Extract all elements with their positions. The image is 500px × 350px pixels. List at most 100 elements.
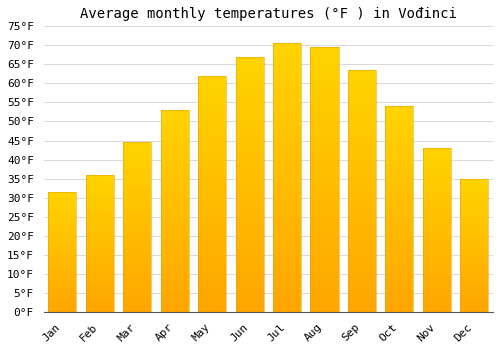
Bar bbox=[348, 307, 376, 309]
Bar bbox=[198, 92, 226, 95]
Bar bbox=[273, 304, 301, 307]
Bar bbox=[160, 153, 189, 154]
Bar bbox=[348, 215, 376, 218]
Bar bbox=[160, 164, 189, 167]
Bar bbox=[160, 304, 189, 306]
Bar bbox=[423, 273, 451, 274]
Bar bbox=[160, 167, 189, 169]
Bar bbox=[86, 227, 114, 228]
Bar bbox=[198, 163, 226, 166]
Bar bbox=[48, 230, 76, 232]
Bar bbox=[160, 300, 189, 302]
Bar bbox=[423, 169, 451, 171]
Bar bbox=[460, 236, 488, 237]
Bar bbox=[48, 208, 76, 209]
Bar bbox=[236, 118, 264, 120]
Bar bbox=[48, 274, 76, 275]
Bar bbox=[123, 193, 152, 195]
Bar bbox=[123, 263, 152, 265]
Bar bbox=[86, 243, 114, 245]
Bar bbox=[348, 278, 376, 280]
Bar bbox=[160, 116, 189, 118]
Bar bbox=[123, 187, 152, 188]
Bar bbox=[423, 196, 451, 197]
Bar bbox=[48, 292, 76, 293]
Bar bbox=[123, 295, 152, 297]
Bar bbox=[423, 290, 451, 292]
Bar bbox=[86, 264, 114, 265]
Bar bbox=[310, 68, 338, 71]
Bar bbox=[198, 239, 226, 241]
Bar bbox=[198, 217, 226, 220]
Bar bbox=[310, 153, 338, 156]
Bar bbox=[423, 217, 451, 219]
Bar bbox=[423, 276, 451, 278]
Bar bbox=[123, 202, 152, 203]
Bar bbox=[460, 290, 488, 292]
Bar bbox=[236, 126, 264, 128]
Bar bbox=[48, 299, 76, 300]
Bar bbox=[48, 289, 76, 290]
Bar bbox=[236, 281, 264, 284]
Bar bbox=[48, 235, 76, 236]
Bar bbox=[236, 253, 264, 256]
Bar bbox=[86, 210, 114, 212]
Bar bbox=[48, 239, 76, 240]
Bar bbox=[198, 161, 226, 163]
Bar bbox=[86, 294, 114, 295]
Bar bbox=[460, 231, 488, 232]
Bar bbox=[273, 97, 301, 100]
Bar bbox=[123, 148, 152, 149]
Bar bbox=[48, 214, 76, 215]
Bar bbox=[348, 230, 376, 232]
Bar bbox=[48, 258, 76, 259]
Bar bbox=[48, 302, 76, 303]
Bar bbox=[423, 194, 451, 196]
Bar bbox=[423, 152, 451, 153]
Bar bbox=[273, 199, 301, 202]
Bar bbox=[160, 243, 189, 245]
Bar bbox=[386, 300, 413, 302]
Bar bbox=[236, 195, 264, 197]
Bar bbox=[348, 295, 376, 298]
Bar bbox=[86, 258, 114, 260]
Bar bbox=[310, 87, 338, 90]
Bar bbox=[86, 197, 114, 198]
Bar bbox=[160, 175, 189, 177]
Bar bbox=[48, 192, 76, 193]
Bar bbox=[48, 286, 76, 287]
Bar bbox=[386, 248, 413, 250]
Bar bbox=[198, 118, 226, 121]
Bar bbox=[86, 194, 114, 195]
Bar bbox=[86, 305, 114, 307]
Bar bbox=[123, 305, 152, 307]
Bar bbox=[236, 286, 264, 289]
Bar bbox=[48, 290, 76, 292]
Bar bbox=[236, 297, 264, 299]
Bar bbox=[86, 247, 114, 249]
Bar bbox=[460, 279, 488, 280]
Bar bbox=[423, 254, 451, 256]
Bar bbox=[86, 180, 114, 182]
Bar bbox=[386, 108, 413, 110]
Bar bbox=[460, 188, 488, 189]
Bar bbox=[310, 278, 338, 280]
Bar bbox=[460, 216, 488, 217]
Bar bbox=[236, 228, 264, 230]
Bar bbox=[160, 171, 189, 173]
Bar bbox=[86, 201, 114, 202]
Bar bbox=[48, 275, 76, 276]
Bar bbox=[123, 142, 152, 312]
Bar bbox=[160, 110, 189, 312]
Bar bbox=[198, 109, 226, 111]
Bar bbox=[86, 301, 114, 302]
Bar bbox=[86, 225, 114, 227]
Bar bbox=[423, 233, 451, 235]
Bar bbox=[236, 243, 264, 246]
Bar bbox=[48, 236, 76, 238]
Bar bbox=[236, 120, 264, 123]
Bar bbox=[86, 224, 114, 225]
Bar bbox=[123, 224, 152, 225]
Bar bbox=[348, 133, 376, 135]
Bar bbox=[348, 264, 376, 266]
